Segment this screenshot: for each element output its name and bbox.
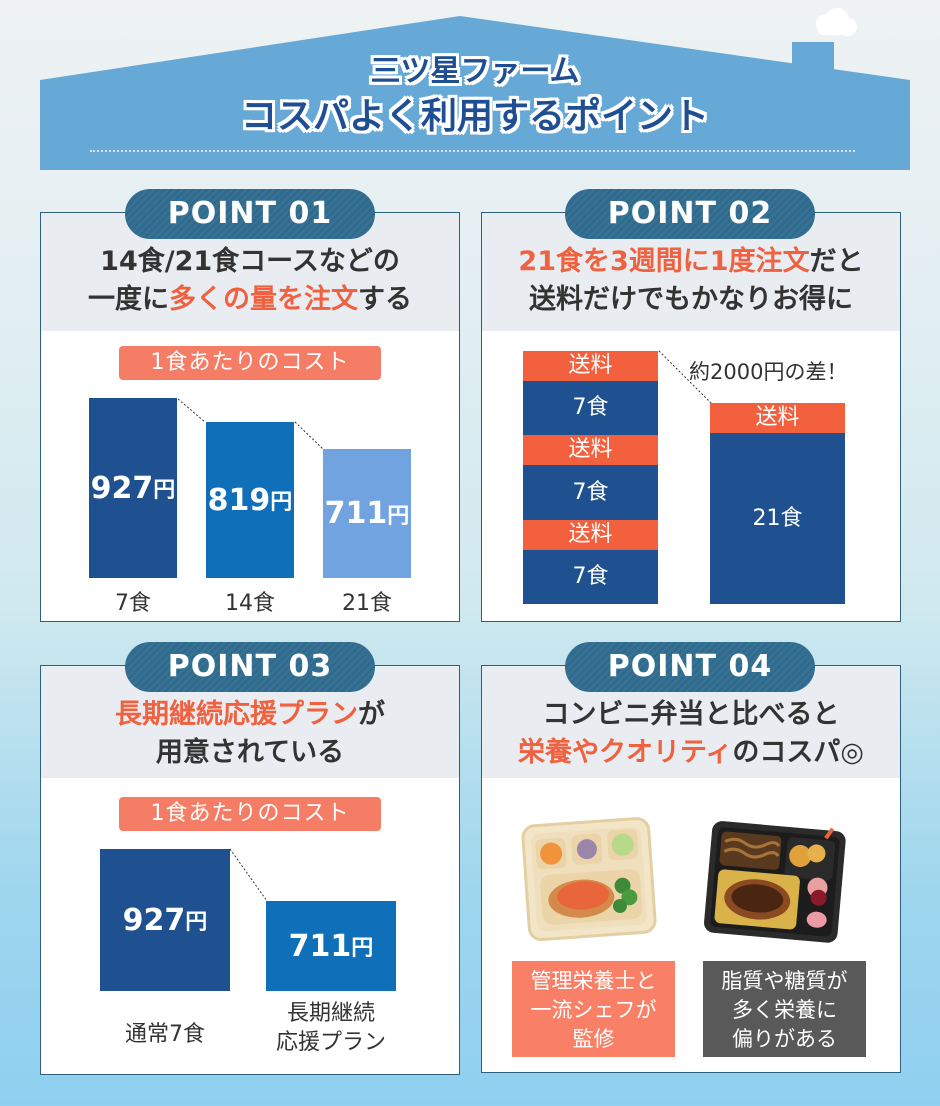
heading-text: だと xyxy=(809,246,864,277)
caption-line: 一流シェフが xyxy=(530,998,657,1022)
x-label-7: 7食 xyxy=(115,591,151,616)
heading-highlight: 長期継続応援プラン xyxy=(115,699,358,730)
connector-lines xyxy=(229,848,268,902)
shipping-fee-segment: 送料 xyxy=(710,403,845,433)
point-04-heading-line1: コンビニ弁当と比べると xyxy=(542,699,840,730)
bar-21-meals: 711 円 xyxy=(323,449,411,578)
point-01-card: 14食/21食コースなどの 一度に多くの量を注文する 1食あたりのコスト 927… xyxy=(40,212,460,622)
bar-unit: 円 xyxy=(185,910,208,935)
x-label-14: 14食 xyxy=(225,591,275,616)
header-banner: 三ツ星ファーム コスパよく利用するポイント xyxy=(40,0,910,170)
meal-segment-21: 21食 xyxy=(710,433,845,604)
convenience-bento-icon xyxy=(704,821,846,943)
bar-long-term-plan: 711 円 xyxy=(266,901,396,991)
cost-label: 1食あたりのコスト xyxy=(119,346,381,380)
caption-line: 監修 xyxy=(572,1027,615,1051)
x-label-21: 21食 xyxy=(342,591,392,616)
point-04-card: コンビニ弁当と比べると 栄養やクオリティのコスパ◎ xyxy=(481,665,901,1073)
point-04-heading-line2: 栄養やクオリティのコスパ◎ xyxy=(482,734,900,772)
bar-value: 711 xyxy=(324,496,388,531)
meal-segment: 7食 xyxy=(523,381,658,435)
heading-highlight: 21食を3週間に1度注文 xyxy=(518,246,810,277)
meal-tray-icon xyxy=(521,817,657,942)
heading-text: が xyxy=(358,699,385,730)
bar-7-meals: 927 円 xyxy=(89,398,177,578)
point-04-badge: POINT 04 xyxy=(565,642,815,692)
heading-text: する xyxy=(358,284,412,315)
difference-note: 約2000円の差！ xyxy=(689,360,848,384)
cost-label: 1食あたりのコスト xyxy=(119,797,381,831)
point-02-heading-line1: 21食を3週間に1度注文だと xyxy=(482,243,900,281)
house-shape-icon xyxy=(40,8,910,170)
shipping-fee-segment: 送料 xyxy=(523,520,658,550)
point-02-heading-line2: 送料だけでもかなりお得に xyxy=(529,284,853,315)
x-label-line: 応援プラン xyxy=(275,1030,386,1055)
connector-lines xyxy=(658,350,712,404)
point-03-card: 長期継続応援プランが 用意されている 1食あたりのコスト 927 円 711 円 通… xyxy=(40,665,460,1075)
point-02-badge: POINT 02 xyxy=(565,189,815,239)
bar-unit: 円 xyxy=(270,490,293,515)
x-label-long-term: 長期継続 応援プラン xyxy=(246,999,416,1057)
x-label-regular: 通常7食 xyxy=(125,1022,205,1047)
caption-line: 多く栄養に xyxy=(732,998,837,1022)
shipping-fee-segment: 送料 xyxy=(523,351,658,381)
point-01-heading-line2: 一度に多くの量を注文する xyxy=(41,281,459,319)
heading-highlight: 栄養やクオリティ xyxy=(518,737,733,768)
heading-highlight: 多くの量を注文 xyxy=(169,284,358,315)
heading-text: 一度に xyxy=(88,284,169,315)
dotted-divider xyxy=(90,150,855,152)
bar-value: 927 xyxy=(122,902,186,938)
bar-unit: 円 xyxy=(387,503,410,529)
x-label-line: 長期継続 xyxy=(286,1001,375,1026)
caption-line: 偏りがある xyxy=(732,1027,837,1051)
point-01-heading-line1: 14食/21食コースなどの xyxy=(100,246,400,277)
meal-segment: 7食 xyxy=(523,550,658,604)
bar-14-meals: 819 円 xyxy=(206,422,294,578)
meal-segment: 7食 xyxy=(523,465,658,520)
point-02-card: 21食を3週間に1度注文だと 送料だけでもかなりお得に 送料 7食 送料 7食 … xyxy=(481,212,901,622)
bar-unit: 円 xyxy=(153,478,176,503)
bar-value: 819 xyxy=(207,482,271,518)
meal-tray-caption: 管理栄養士と 一流シェフが 監修 xyxy=(512,961,675,1057)
bar-regular-7: 927 円 xyxy=(100,849,230,991)
bar-value: 927 xyxy=(90,470,154,506)
bento-caption: 脂質や糖質が 多く栄養に 偏りがある xyxy=(703,961,866,1057)
point-03-heading-line1: 長期継続応援プランが xyxy=(41,696,459,734)
heading-text: のコスパ◎ xyxy=(732,737,864,768)
point-01-badge: POINT 01 xyxy=(125,189,375,239)
caption-line: 管理栄養士と xyxy=(530,969,657,993)
connector-lines xyxy=(177,398,324,450)
shipping-fee-segment: 送料 xyxy=(523,435,658,465)
bar-unit: 円 xyxy=(351,936,374,961)
point-03-heading-line2: 用意されている xyxy=(155,737,345,768)
caption-line: 脂質や糖質が xyxy=(721,969,848,993)
point-03-badge: POINT 03 xyxy=(125,642,375,692)
title-line-1: 三ツ星ファーム xyxy=(370,54,580,89)
title-line-2: コスパよく利用するポイント xyxy=(240,95,709,137)
bar-value: 711 xyxy=(288,928,352,964)
